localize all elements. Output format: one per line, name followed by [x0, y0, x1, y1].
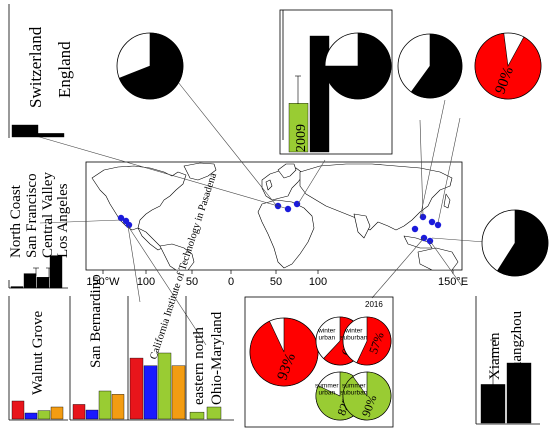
panel-axes	[8, 4, 540, 428]
pie-south-slice	[496, 209, 549, 277]
map-tick-label-4: 50	[270, 276, 282, 288]
connector-lines	[35, 81, 486, 346]
label-eastern-north: eastern north	[191, 327, 207, 405]
san-bernardino-bar-2	[98, 390, 112, 420]
pie-europe-slice	[118, 32, 184, 100]
san-bernardino-bar-1	[85, 409, 99, 420]
walnut-grove-bar-0	[11, 400, 25, 420]
walnut-grove-bar-3	[50, 406, 64, 420]
map-tick-label-3: 0	[228, 276, 234, 288]
pie-summer-urban-sublabel: summer urban	[315, 383, 339, 397]
label-year-2014: 2014	[313, 124, 328, 152]
pie-winter-urban-sublabel-line-1: urban	[318, 335, 335, 342]
pie-summer-suburban-slice	[342, 371, 392, 421]
map-tick-label-0: 150°W	[86, 276, 120, 288]
label-ohio-maryland: Ohio-Maryland	[209, 311, 225, 405]
xiamen-guangzhou-bar-1	[506, 362, 532, 424]
ohio-maryland-bar-1	[206, 406, 222, 420]
california-bar-1	[23, 273, 37, 289]
map-tick-label-2: 50	[186, 276, 198, 288]
pie-winter-suburban: 57%winter suburban	[340, 316, 392, 366]
label-walnut-grove: Walnut Grove	[30, 310, 46, 395]
pie-summer-suburban: 90%summer suburban	[340, 371, 392, 421]
san-bernardino-bar-3	[111, 394, 125, 420]
label-switzerland: Switzerland	[26, 26, 45, 108]
map-tick-label-1: 100	[137, 276, 155, 288]
caltech-bar-0	[129, 357, 144, 420]
bar-panels	[10, 35, 532, 424]
pie-winter-urban-sublabel-line-0: winter	[317, 328, 336, 335]
label-san-bernardino: San Bernardino	[88, 274, 104, 368]
site-marker-china-1	[419, 213, 427, 221]
site-marker-china-4	[411, 225, 419, 233]
pie-south: 59%	[481, 209, 549, 277]
ohio-maryland-bar-0	[189, 411, 205, 420]
caltech-bar-2	[157, 352, 172, 420]
pie-china1: 60%	[397, 33, 463, 99]
pie-2014-slice	[324, 32, 392, 100]
map-x-axis: 150°W 100 50 0 50 100 150°E	[86, 270, 468, 288]
continents	[91, 162, 459, 271]
site-marker-california-3	[125, 221, 133, 229]
years-bar-0	[288, 103, 309, 153]
pie-summer-suburban-sublabel-line-1: suburban	[340, 390, 367, 397]
label-england: England	[55, 41, 74, 98]
pie-winter-suburban-sublabel: winter suburban	[340, 328, 367, 342]
map-tick-label-5: 100	[309, 276, 327, 288]
label-los-angeles: Los Angeles	[55, 183, 71, 258]
label-xiamen: Xiamen	[487, 332, 503, 380]
site-marker-europe-3	[293, 200, 301, 208]
caltech-bar-1	[143, 365, 158, 420]
pie-2014: 75%	[324, 32, 392, 100]
pie-china2: 90%	[474, 32, 542, 100]
label-ns: ns	[324, 36, 330, 42]
inset-title: 2016	[365, 300, 383, 309]
label-north-coast: North Coast	[8, 184, 24, 258]
pie-summer-suburban-sublabel-line-0: summer	[342, 383, 366, 390]
pie-2016-big: 93%	[249, 317, 319, 387]
label-san-francisco: San Francisco	[24, 173, 40, 258]
label-year-2009: 2009	[294, 124, 309, 152]
pie-summer-urban-sublabel-line-1: urban	[318, 390, 335, 397]
walnut-grove-bar-1	[24, 412, 38, 420]
switzerland-england-bar-1	[37, 133, 65, 138]
world-map	[85, 161, 463, 271]
caltech-bar-3	[171, 365, 186, 420]
pie-europe: 69%	[116, 32, 184, 100]
pie-winter-suburban-slice	[356, 316, 392, 366]
pie-summer-suburban-sublabel: summer suburban	[340, 383, 367, 397]
label-guangzhou: Guangzhou	[509, 310, 525, 380]
years-bar-1	[309, 35, 330, 153]
pie-china1-slice	[410, 33, 463, 99]
pie-charts: 69%75%60%90%59%93%62%winterurban57%winte…	[116, 32, 549, 421]
california-bar-3	[49, 255, 63, 289]
pie-winter-suburban-sublabel-line-1: suburban	[340, 335, 367, 342]
walnut-grove-bar-2	[37, 410, 51, 420]
pie-2016-big-slice	[249, 317, 319, 387]
california-bar-2	[36, 277, 50, 289]
site-marker-california-1	[117, 214, 125, 222]
map-tick-label-6: 150°E	[438, 276, 468, 288]
site-marker-china-3	[434, 221, 442, 229]
site-marker-europe-2	[284, 205, 292, 213]
label-central-valley: Central Valley	[40, 172, 56, 258]
switzerland-england-bar-0	[11, 124, 39, 138]
labels: Switzerland England North Coast San Fran…	[8, 26, 525, 405]
pie-china2-slice	[474, 32, 542, 100]
pie-summer-urban-sublabel-line-0: summer	[315, 383, 339, 390]
san-bernardino-bar-0	[72, 404, 86, 420]
site-marker-china-2	[428, 218, 436, 226]
pie-winter-suburban-sublabel-line-0: winter	[344, 328, 363, 335]
pie-winter-urban-sublabel: winter urban	[317, 328, 336, 342]
